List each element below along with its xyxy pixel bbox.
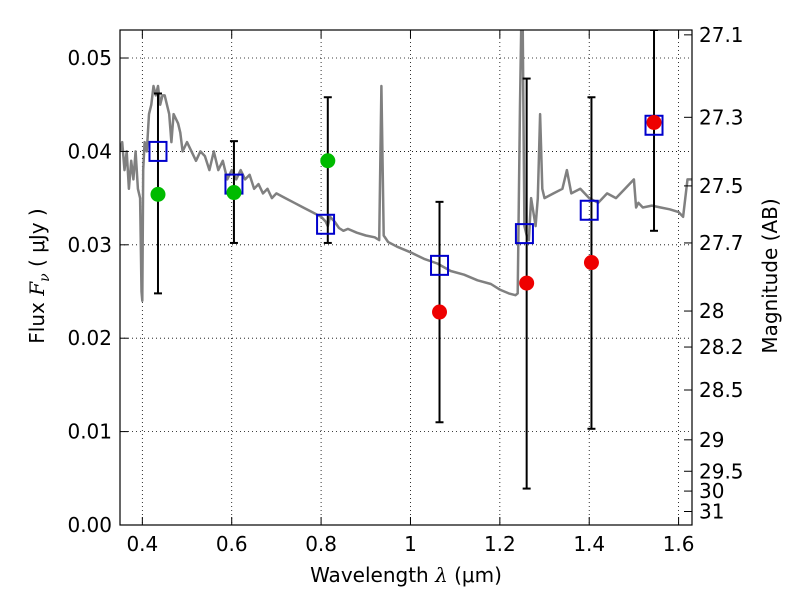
y2-tick-label: 27.5: [699, 174, 744, 198]
grid-lines: [120, 30, 692, 526]
data-point: [432, 304, 448, 320]
plot-area: [120, 30, 692, 490]
y2-axis-label: Magnitude (AB): [758, 198, 782, 353]
y2-tick-label: 28: [699, 299, 724, 323]
data-point: [646, 114, 662, 130]
model-square-marker: [148, 140, 168, 162]
x-tick-label: 0.4: [126, 532, 158, 556]
y-tick-label: 0.05: [67, 46, 112, 70]
model-square-marker: [430, 254, 450, 276]
y2-tick-label: 28.2: [699, 335, 744, 359]
y-axis-label: Flux Fν ( μJy ): [25, 208, 53, 343]
y-tick-label: 0.04: [67, 139, 112, 163]
spectrum-line: [120, 30, 692, 303]
y2-tick-label: 27.1: [699, 23, 744, 47]
plot-frame: [119, 29, 693, 526]
data-point: [226, 185, 242, 201]
x-tick-label: 0.6: [216, 532, 248, 556]
model-square-marker: [316, 213, 336, 235]
y2-tick-label: 28.5: [699, 378, 744, 402]
y2-tick-label: 31: [699, 500, 724, 524]
x-tick-label: 0.8: [305, 532, 337, 556]
x-tick-label: 1.4: [573, 532, 605, 556]
model-square-marker: [579, 199, 599, 221]
x-tick-label: 1.6: [663, 532, 695, 556]
data-point: [320, 153, 336, 169]
x-tick-label: 1.2: [484, 532, 516, 556]
y2-tick-label: 27.7: [699, 231, 744, 255]
y2-tick-label: 27.3: [699, 105, 744, 129]
y-tick-label: 0.02: [67, 326, 112, 350]
y2-tick-label: 30: [699, 479, 724, 503]
axis-labels: Wavelength λ (μm) Flux Fν ( μJy ) Magnit…: [25, 198, 782, 587]
y-tick-label: 0.01: [67, 420, 112, 444]
y2-tick-label: 29.5: [699, 459, 744, 483]
x-axis-label: Wavelength λ (μm): [310, 563, 502, 587]
y-tick-label: 0.00: [67, 513, 112, 537]
model-square-marker: [514, 223, 534, 245]
y-tick-label: 0.03: [67, 233, 112, 257]
data-point: [583, 255, 599, 271]
y2-tick-label: 29: [699, 428, 724, 452]
data-point: [519, 275, 535, 291]
x-tick-label: 1: [404, 532, 417, 556]
axes: 0.4 0.6 0.8 1 1.2 1.4 1.6 0.00 0.01 0.02 0.03 0.04 0…: [67, 23, 743, 556]
data-point: [150, 186, 166, 202]
